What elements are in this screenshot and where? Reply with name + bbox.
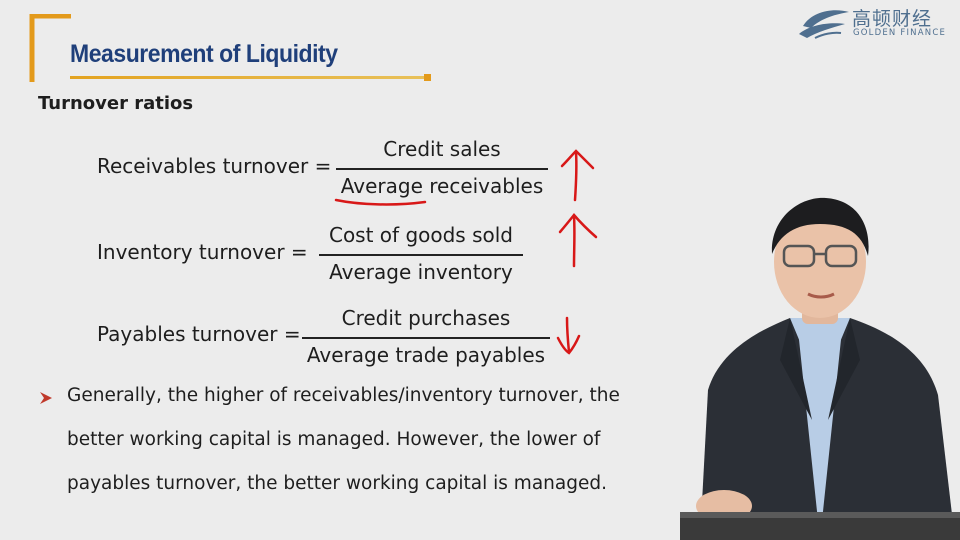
formula-numerator: Cost of goods sold bbox=[328, 223, 513, 247]
formula-label: Inventory turnover = bbox=[97, 240, 308, 264]
formula-denominator: Average trade payables bbox=[306, 343, 546, 367]
presenter-video bbox=[680, 197, 960, 540]
logo-english-text: GOLDEN FINANCE bbox=[853, 28, 947, 38]
formula-denominator: Average receivables bbox=[340, 174, 544, 198]
arrow-up-annotation bbox=[560, 149, 595, 202]
title-underline bbox=[70, 76, 428, 79]
formula-label: Payables turnover = bbox=[97, 322, 301, 346]
fraction-bar bbox=[336, 168, 548, 170]
bullet-text-line: payables turnover, the better working ca… bbox=[67, 473, 607, 494]
logo-chinese-text: 高顿财经 bbox=[852, 8, 933, 30]
formula-numerator: Credit sales bbox=[383, 137, 501, 161]
slide-title: Measurement of Liquidity bbox=[70, 40, 338, 68]
fraction-bar bbox=[302, 337, 550, 339]
title-bracket-decoration bbox=[29, 14, 71, 82]
arrow-up-annotation bbox=[558, 213, 598, 268]
bullet-arrow-icon bbox=[40, 392, 52, 404]
formula-numerator: Credit purchases bbox=[341, 306, 511, 330]
fraction-bar bbox=[319, 254, 523, 256]
section-subtitle: Turnover ratios bbox=[38, 93, 194, 114]
golden-finance-logo-icon bbox=[799, 10, 849, 39]
underline-annotation bbox=[334, 198, 427, 206]
formula-label: Receivables turnover = bbox=[97, 154, 332, 178]
title-underline-endcap bbox=[424, 74, 431, 81]
bullet-text-line: Generally, the higher of receivables/inv… bbox=[67, 385, 620, 406]
arrow-down-annotation bbox=[556, 316, 581, 355]
bullet-text-line: better working capital is managed. Howev… bbox=[67, 429, 601, 450]
formula-denominator: Average inventory bbox=[329, 260, 513, 284]
